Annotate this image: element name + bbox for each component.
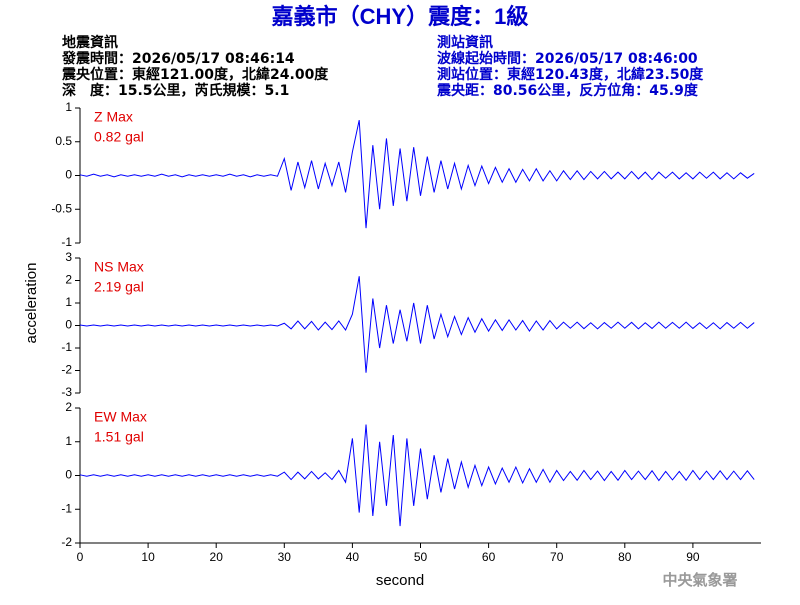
- panel-peak: 0.82 gal: [94, 129, 144, 145]
- x-tick-label: 50: [414, 550, 428, 564]
- y-axis-label: acceleration: [23, 263, 40, 344]
- x-tick-label: 20: [210, 550, 224, 564]
- x-axis-label: second: [376, 572, 424, 589]
- y-tick-label: -2: [61, 363, 72, 377]
- event-info: 發震時間：2026/05/17 08:46:14: [61, 50, 295, 67]
- x-tick-label: 90: [686, 550, 700, 564]
- station-info: 測站位置：東經120.43度，北緯23.50度: [437, 66, 704, 83]
- chart-title: 嘉義市（CHY）震度：1級: [272, 4, 529, 29]
- y-tick-label: 0: [65, 168, 72, 182]
- waveform: [79, 276, 755, 373]
- y-tick-label: -3: [61, 385, 72, 399]
- station-info: 震央距：80.56公里，反方位角：45.9度: [436, 82, 699, 99]
- y-tick-label: 0: [65, 468, 72, 482]
- x-tick-label: 0: [77, 550, 84, 564]
- y-tick-label: 2: [65, 273, 72, 287]
- credit: 中央氣象署: [662, 571, 737, 589]
- y-tick-label: -0.5: [51, 201, 72, 215]
- panel-peak: 2.19 gal: [94, 279, 144, 295]
- x-tick-label: 60: [482, 550, 496, 564]
- waveform: [79, 424, 755, 527]
- x-tick-label: 40: [346, 550, 360, 564]
- waveform: [79, 120, 755, 229]
- panel-label: NS Max: [94, 259, 144, 275]
- y-tick-label: 1: [65, 295, 72, 309]
- event-info: 震央位置：東經121.00度，北緯24.00度: [61, 66, 329, 83]
- x-tick-label: 30: [278, 550, 292, 564]
- y-tick-label: 1: [65, 434, 72, 448]
- y-tick-label: 0: [65, 318, 72, 332]
- x-tick-label: 10: [141, 550, 155, 564]
- y-tick-label: -1: [61, 235, 72, 249]
- x-tick-label: 70: [550, 550, 564, 564]
- station-info: 波線起始時間：2026/05/17 08:46:00: [437, 50, 698, 67]
- y-tick-label: -1: [61, 501, 72, 515]
- y-tick-label: -2: [61, 535, 72, 549]
- y-tick-label: 2: [65, 400, 72, 414]
- y-tick-label: 0.5: [55, 134, 72, 148]
- panel-label: Z Max: [94, 109, 133, 125]
- y-tick-label: 3: [65, 250, 72, 264]
- event-info: 地震資訊: [62, 34, 118, 51]
- panel-peak: 1.51 gal: [94, 429, 144, 445]
- panel-label: EW Max: [94, 409, 147, 425]
- x-tick-label: 80: [618, 550, 632, 564]
- event-info: 深 度：15.5公里，芮氏規模：5.1: [62, 82, 289, 99]
- station-info: 測站資訊: [437, 34, 493, 51]
- y-tick-label: 1: [65, 100, 72, 114]
- y-tick-label: -1: [61, 340, 72, 354]
